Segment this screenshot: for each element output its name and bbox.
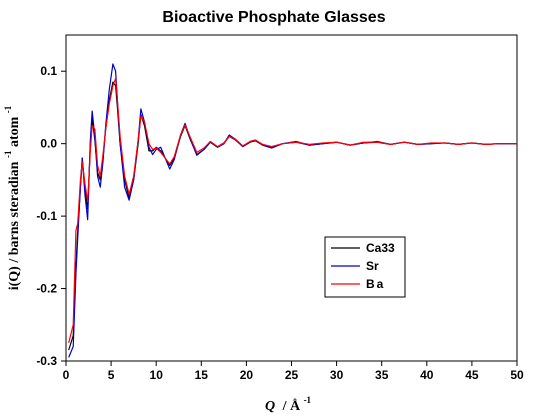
y-tick-label: 0.1 [40, 64, 57, 78]
x-tick-label: 0 [63, 368, 70, 382]
x-tick-label: 45 [465, 368, 479, 382]
legend-label-sr: Sr [366, 259, 379, 273]
y-tick-label: -0.3 [36, 354, 57, 368]
y-tick-label: -0.2 [36, 282, 57, 296]
x-axis-label: Q / Å -1 [265, 395, 312, 414]
legend-label-ba: Ba [366, 277, 385, 291]
y-axis-label: i(Q) / barns steradian -1 atom -1 [0, 105, 22, 290]
x-tick-label: 15 [195, 368, 209, 382]
x-tick-label: 40 [420, 368, 434, 382]
series-line-ba [68, 77, 517, 344]
x-tick-label: 50 [510, 368, 524, 382]
axis-ticks: 0 5 10 15 20 25 30 35 40 45 50 -0.3 -0.2 -0.1 0.0 0.1 [36, 64, 524, 382]
y-tick-label: 0.0 [40, 137, 57, 151]
x-tick-label: 10 [150, 368, 164, 382]
series-layer [68, 63, 517, 358]
plot-area [65, 34, 518, 362]
x-axis-label-unit: / Å [282, 398, 301, 414]
y-axis-label-tail: atom [7, 116, 22, 147]
x-tick-label: 5 [108, 368, 115, 382]
x-tick-label: 25 [285, 368, 299, 382]
x-tick-label: 35 [375, 368, 389, 382]
x-tick-label: 30 [330, 368, 344, 382]
legend-label-ca33: Ca33 [366, 241, 395, 255]
x-tick-label: 20 [240, 368, 254, 382]
y-axis-label-sup1: -1 [3, 150, 13, 158]
y-tick-label: -0.1 [36, 209, 57, 223]
y-axis-label-sup2: -1 [3, 105, 13, 113]
svg-text:i(Q) / barns steradian -: i(Q) / barns steradian -1 atom -1 [0, 105, 22, 290]
legend: Ca33 Sr Ba [324, 236, 406, 298]
x-axis-label-symbol: Q [265, 399, 275, 414]
legend-box [324, 236, 406, 298]
chart-title: Bioactive Phosphate Glasses [162, 9, 385, 26]
x-axis-label-sup: -1 [304, 395, 312, 405]
y-axis-label-main: i(Q) / barns steradian [7, 161, 22, 290]
svg-text:Q / Å -1: Q / Å -1 [265, 395, 312, 414]
